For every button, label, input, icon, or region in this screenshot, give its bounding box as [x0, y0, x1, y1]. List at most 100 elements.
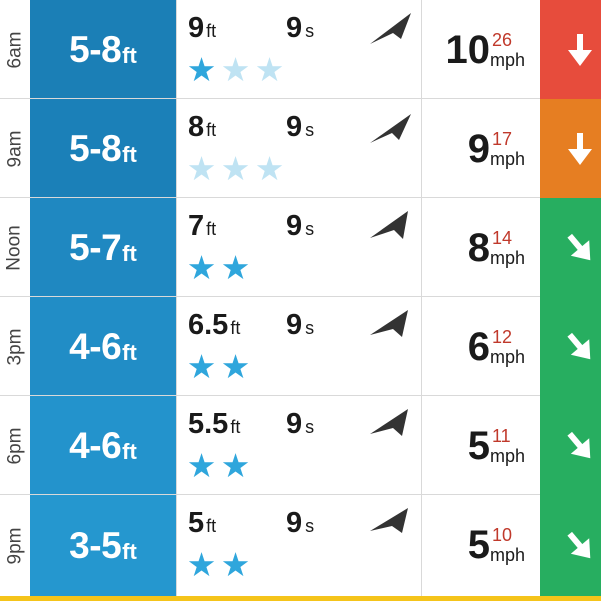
swell-period-value: 9 — [286, 111, 303, 143]
swell-height: 5 ft — [188, 507, 216, 540]
wind-arrow-icon — [567, 132, 592, 165]
swell-height-unit: ft — [206, 219, 217, 239]
swell-height-unit: ft — [206, 516, 217, 536]
wind-gust: 10 — [492, 525, 513, 545]
swell-arrow-icon — [370, 13, 411, 44]
rating-stars: ★ ★ ★ — [185, 152, 286, 185]
star-filled-icon: ★ — [186, 249, 217, 286]
swell-height: 7 ft — [188, 210, 216, 243]
swell-arrow-icon — [370, 114, 411, 143]
time-label: 6pm — [4, 427, 25, 464]
wind-unit: mph — [490, 545, 526, 565]
wind-speed: 5 — [467, 424, 490, 468]
swell-height-value: 8 — [188, 111, 205, 143]
swell-height: 6.5 ft — [188, 309, 240, 342]
wind-gust: 26 — [492, 30, 513, 50]
surf-height-value: 5-8 — [69, 127, 122, 169]
swell-height: 5.5 ft — [188, 408, 240, 441]
surf-height-unit: ft — [122, 240, 137, 266]
rating-stars: ★ ★ — [185, 350, 252, 383]
swell-period-value: 9 — [286, 12, 303, 44]
swell-period-unit: s — [305, 21, 315, 41]
star-filled-icon: ★ — [186, 546, 217, 583]
star-filled-icon: ★ — [186, 447, 217, 484]
surf-height-cell: 3-5 ft — [30, 495, 176, 596]
time-cell: 9pm — [0, 495, 30, 596]
wind-cell: 5 11 mph — [422, 396, 540, 495]
surf-height-unit: ft — [122, 141, 137, 167]
row-divider — [0, 494, 540, 495]
wind-cell: 10 26 mph — [422, 0, 540, 99]
wind-direction-cell — [540, 297, 601, 396]
star-faded-icon: ★ — [220, 150, 251, 187]
swell-height-unit: ft — [206, 120, 217, 140]
surf-height-value: 5-7 — [69, 226, 122, 268]
wind-arrow-icon — [567, 33, 592, 66]
row-divider — [0, 395, 540, 396]
swell-period-value: 9 — [286, 408, 303, 440]
swell-period-value: 9 — [286, 507, 303, 539]
wind-direction-cell — [540, 396, 601, 495]
swell-height: 9 ft — [188, 12, 216, 45]
wind-unit: mph — [490, 50, 526, 70]
wind-unit: mph — [490, 347, 526, 367]
rating-stars: ★ ★ — [185, 449, 252, 482]
row-divider — [0, 98, 540, 99]
star-filled-icon: ★ — [220, 249, 251, 286]
swell-height-unit: ft — [206, 21, 217, 41]
wind-cell: 9 17 mph — [422, 99, 540, 198]
star-faded-icon: ★ — [186, 150, 217, 187]
time-label: 9pm — [4, 527, 25, 564]
wind-arrow-icon — [566, 332, 590, 359]
surf-height-unit: ft — [122, 42, 137, 68]
star-filled-icon: ★ — [186, 348, 217, 385]
wind-gust: 12 — [492, 327, 513, 347]
wind-direction-cell — [540, 0, 601, 99]
swell-height-value: 6.5 — [188, 309, 229, 341]
wind-gust: 11 — [492, 426, 511, 446]
time-label: 3pm — [4, 328, 25, 365]
wind-cell: 5 10 mph — [422, 495, 540, 596]
rating-stars: ★ ★ ★ — [185, 53, 286, 86]
swell-arrow-icon — [370, 310, 408, 337]
surf-height-unit: ft — [122, 339, 137, 365]
swell-height: 8 ft — [188, 111, 216, 144]
column-divider — [421, 0, 422, 601]
star-filled-icon: ★ — [220, 348, 251, 385]
wind-arrow-icon — [566, 233, 590, 260]
row-divider — [0, 296, 540, 297]
time-label: 6am — [4, 31, 25, 68]
wind-speed: 8 — [467, 226, 490, 270]
time-cell: 6pm — [0, 396, 30, 495]
wind-direction-cell — [540, 198, 601, 297]
surf-height-cell: 5-8 ft — [30, 99, 176, 198]
time-cell: 3pm — [0, 297, 30, 396]
swell-period-unit: s — [305, 516, 315, 536]
surf-height-value: 4-6 — [69, 325, 122, 367]
wind-direction-cell — [540, 99, 601, 198]
swell-height-value: 9 — [188, 12, 205, 44]
wind-direction-cell — [540, 495, 601, 596]
wind-speed: 9 — [467, 127, 490, 171]
time-cell: 6am — [0, 0, 30, 99]
swell-height-value: 5.5 — [188, 408, 229, 440]
wind-unit: mph — [490, 248, 526, 268]
swell-period-unit: s — [305, 120, 315, 140]
wind-gust: 14 — [492, 228, 513, 248]
star-faded-icon: ★ — [254, 51, 285, 88]
swell-height-unit: ft — [230, 417, 241, 437]
